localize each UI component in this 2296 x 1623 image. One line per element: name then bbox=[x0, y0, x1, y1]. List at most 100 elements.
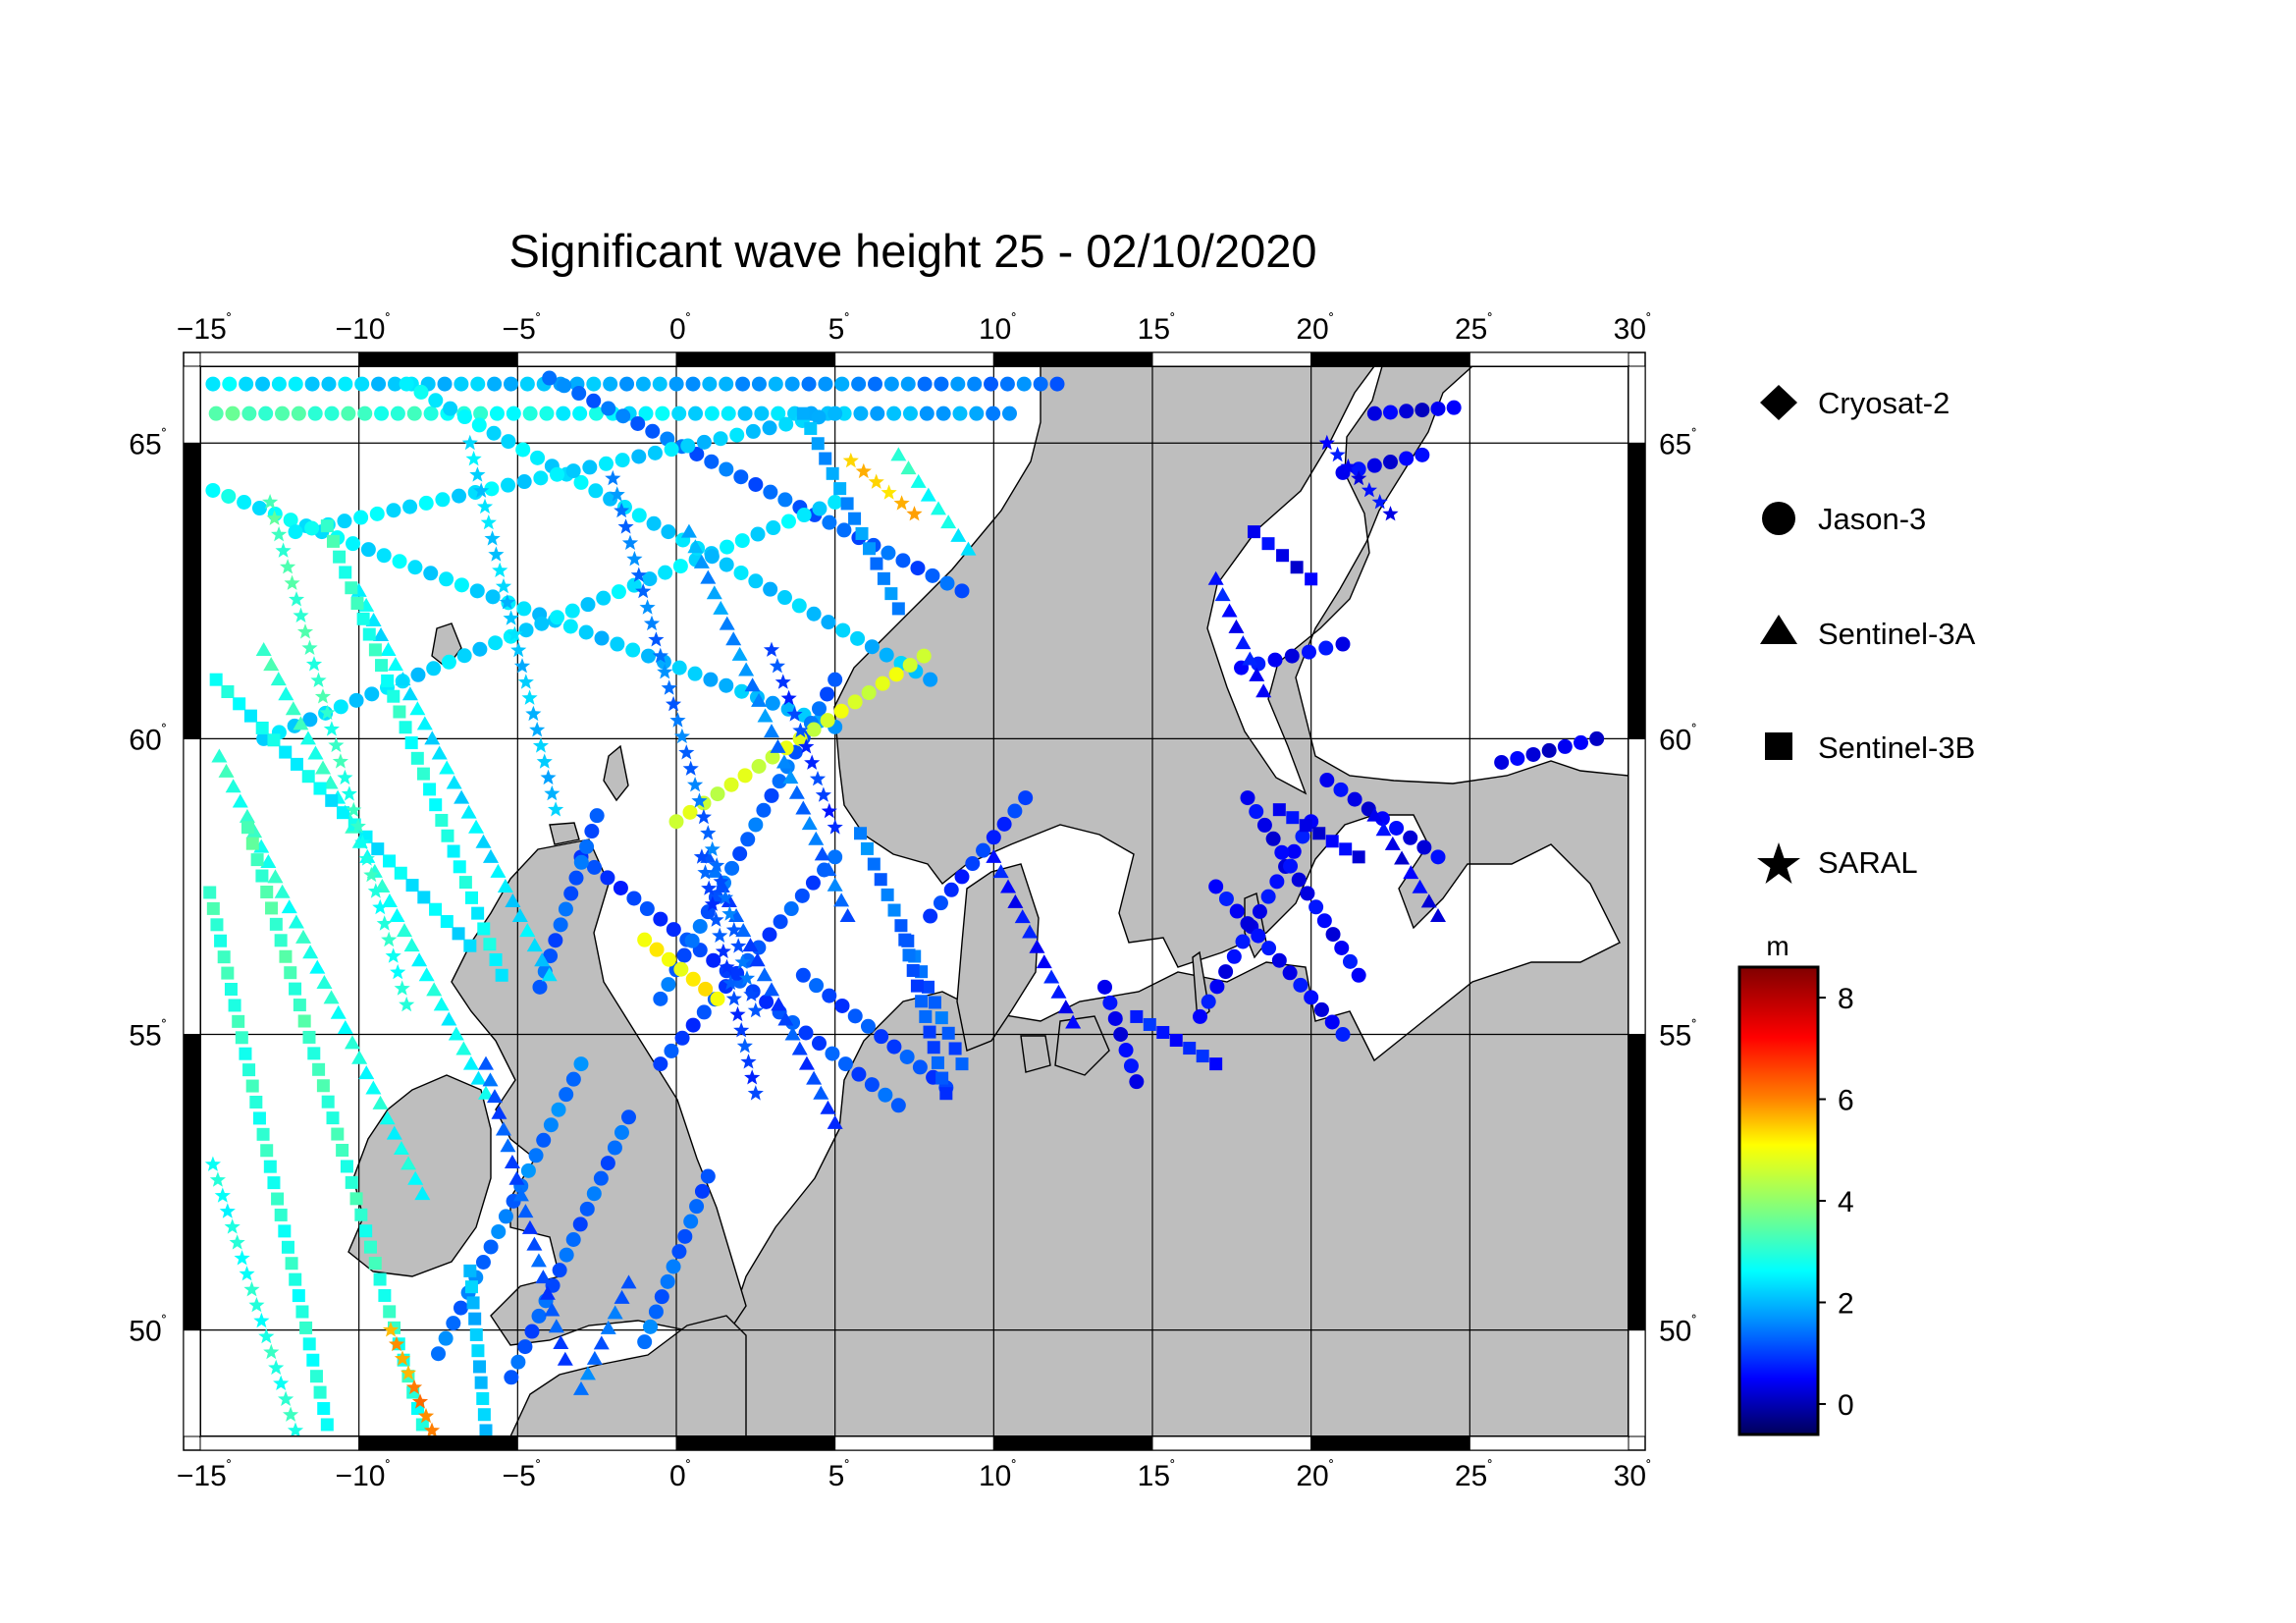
circle-marker bbox=[534, 616, 550, 631]
circle-marker bbox=[836, 522, 852, 538]
triangle-marker bbox=[351, 1050, 368, 1064]
circle-marker bbox=[551, 1102, 566, 1117]
square-marker bbox=[242, 1063, 256, 1077]
star-marker bbox=[296, 623, 314, 639]
legend-label: Sentinel-3A bbox=[1818, 617, 1976, 651]
circle-marker bbox=[487, 376, 503, 392]
square-marker bbox=[1130, 1009, 1144, 1023]
star-marker bbox=[855, 462, 872, 479]
circle-marker bbox=[594, 630, 610, 646]
circle-marker bbox=[661, 524, 676, 540]
circle-marker bbox=[1525, 746, 1541, 762]
circle-marker bbox=[1383, 455, 1398, 470]
circle-marker bbox=[795, 967, 811, 983]
square-marker bbox=[906, 963, 920, 977]
square-marker bbox=[326, 534, 340, 548]
square-marker bbox=[203, 886, 217, 899]
circle-marker bbox=[965, 856, 981, 872]
star-marker bbox=[301, 639, 318, 655]
square-marker bbox=[477, 922, 491, 936]
square-marker bbox=[477, 1408, 491, 1422]
circle-marker bbox=[648, 1304, 664, 1320]
circle-marker bbox=[1240, 916, 1255, 932]
circle-marker bbox=[910, 561, 926, 576]
circle-marker bbox=[208, 406, 224, 421]
circle-marker bbox=[241, 406, 257, 421]
triangle-marker bbox=[323, 990, 340, 1004]
circle-marker bbox=[222, 376, 238, 392]
star-marker bbox=[719, 958, 735, 975]
circle-marker bbox=[794, 888, 810, 903]
colorbar-tick-label: 8 bbox=[1838, 983, 1854, 1015]
triangle-marker bbox=[530, 1253, 547, 1268]
triangle-marker bbox=[749, 952, 766, 967]
star-marker bbox=[253, 1312, 270, 1328]
square-marker bbox=[350, 597, 364, 611]
circle-marker bbox=[456, 648, 472, 664]
circle-marker bbox=[610, 636, 625, 652]
triangle-marker bbox=[400, 1156, 417, 1170]
circle-marker bbox=[530, 450, 546, 465]
circle-marker bbox=[821, 615, 836, 630]
triangle-marker bbox=[541, 967, 558, 982]
triangle-marker bbox=[426, 982, 443, 997]
circle-marker bbox=[518, 622, 534, 638]
circle-marker bbox=[713, 431, 728, 447]
square-marker bbox=[375, 659, 389, 673]
star-marker bbox=[390, 963, 406, 980]
circle-marker bbox=[724, 860, 740, 876]
tick-label: −5˚ bbox=[503, 312, 542, 346]
star-marker bbox=[305, 656, 323, 672]
circle-marker bbox=[653, 991, 668, 1006]
circle-marker bbox=[586, 859, 602, 875]
circle-marker bbox=[515, 442, 531, 458]
circle-marker bbox=[1033, 376, 1048, 392]
star-marker bbox=[510, 641, 527, 658]
star-marker bbox=[734, 953, 751, 969]
star-marker bbox=[229, 1234, 245, 1250]
circle-marker bbox=[1252, 903, 1267, 919]
circle-marker bbox=[1218, 891, 1234, 906]
frame-segment bbox=[183, 1329, 201, 1437]
circle-marker bbox=[619, 376, 635, 392]
star-marker bbox=[630, 567, 647, 582]
circle-marker bbox=[410, 667, 426, 682]
star-marker bbox=[411, 1393, 429, 1409]
colorbar-tick-label: 4 bbox=[1838, 1186, 1854, 1218]
triangle-marker bbox=[389, 908, 405, 923]
star-marker bbox=[287, 1422, 304, 1436]
star-marker bbox=[234, 1250, 250, 1266]
triangle-marker bbox=[246, 824, 263, 839]
square-marker bbox=[289, 982, 302, 996]
circle-marker bbox=[874, 1029, 889, 1045]
star-marker bbox=[517, 674, 534, 689]
circle-marker bbox=[1366, 406, 1382, 421]
square-marker bbox=[292, 1289, 305, 1303]
triangle-marker bbox=[232, 793, 248, 808]
square-marker bbox=[948, 1042, 962, 1055]
circle-marker bbox=[572, 406, 588, 421]
triangle-marker bbox=[1412, 879, 1428, 893]
circle-marker bbox=[631, 449, 647, 464]
triangle-marker bbox=[255, 642, 272, 657]
circle-marker bbox=[999, 376, 1015, 392]
circle-marker bbox=[304, 520, 320, 536]
tick-label: 20˚ bbox=[1296, 312, 1334, 346]
circle-marker bbox=[454, 577, 469, 593]
star-marker bbox=[792, 722, 809, 738]
circle-marker bbox=[288, 524, 303, 540]
circle-marker bbox=[806, 606, 822, 622]
square-marker bbox=[316, 1079, 330, 1093]
circle-marker bbox=[723, 777, 739, 792]
triangle-marker bbox=[462, 1055, 479, 1070]
square-marker bbox=[321, 1095, 335, 1109]
square-marker bbox=[245, 837, 259, 850]
circle-marker bbox=[847, 1008, 863, 1024]
circle-marker bbox=[456, 409, 472, 425]
circle-marker bbox=[704, 454, 720, 469]
star-marker bbox=[323, 721, 340, 736]
circle-marker bbox=[766, 520, 781, 536]
circle-marker bbox=[452, 488, 467, 504]
triangle-marker bbox=[407, 1170, 424, 1185]
triangle-marker bbox=[960, 541, 977, 556]
